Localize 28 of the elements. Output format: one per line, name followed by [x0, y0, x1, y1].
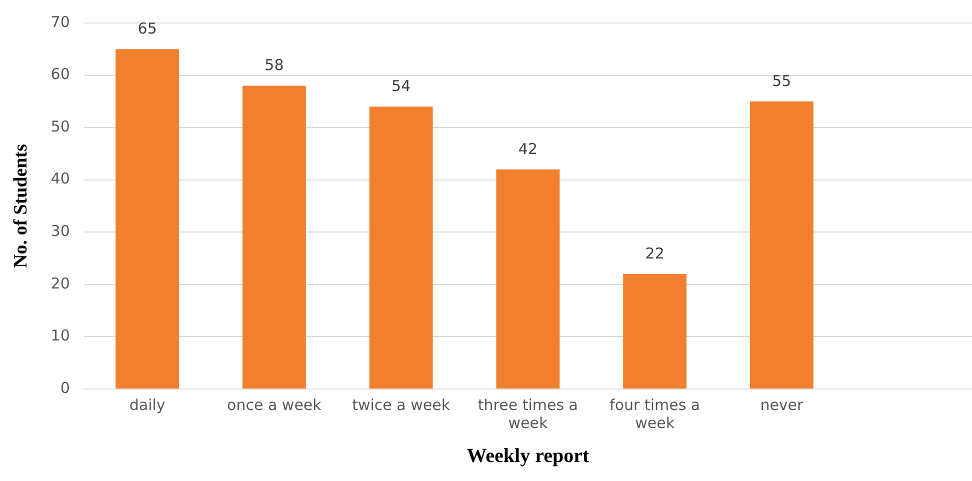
y-tick-label: 50: [50, 117, 70, 136]
data-label: 22: [645, 244, 664, 262]
bar: [242, 86, 306, 388]
x-tick-label: four times a week: [610, 396, 700, 432]
bar: [369, 106, 433, 388]
x-tick-label: once a week: [227, 396, 322, 414]
data-label: 55: [772, 72, 792, 90]
data-label: 58: [264, 56, 284, 74]
bar: [496, 169, 560, 388]
x-axis-title: Weekly report: [466, 445, 590, 468]
bar: [750, 101, 814, 388]
x-tick-label: never: [760, 396, 804, 414]
x-tick-label: twice a week: [352, 396, 450, 414]
y-tick-label: 40: [50, 170, 70, 188]
y-tick-label: 0: [60, 378, 70, 397]
data-label: 54: [392, 77, 411, 96]
y-tick-label: 60: [50, 65, 70, 84]
y-axis-title: No. of Students: [10, 144, 32, 268]
data-label: 42: [518, 140, 538, 158]
y-tick-label: 70: [50, 12, 70, 31]
x-tick-label: three times a week: [478, 396, 578, 432]
y-tick-label: 20: [50, 274, 70, 292]
y-tick-label: 30: [50, 222, 70, 240]
y-tick-label: 10: [50, 326, 70, 345]
x-tick-label: daily: [129, 396, 166, 414]
bar: [116, 49, 180, 388]
data-label: 65: [138, 20, 157, 38]
bar: [623, 274, 687, 388]
